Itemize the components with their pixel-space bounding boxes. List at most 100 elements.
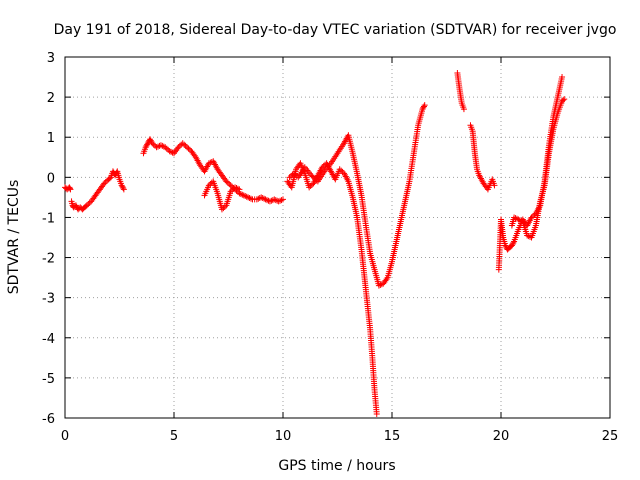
- data-point: [421, 102, 428, 109]
- series-seg2: [68, 168, 127, 213]
- y-tick-label: 3: [47, 51, 55, 66]
- chart-title: Day 191 of 2018, Sidereal Day-to-day VTE…: [54, 22, 617, 38]
- data-point: [245, 194, 252, 201]
- x-tick-label: 25: [602, 429, 619, 444]
- data-point: [528, 214, 535, 221]
- data-point: [142, 144, 149, 151]
- y-axis-label: SDTVAR / TECUs: [6, 180, 22, 295]
- data-point: [149, 140, 156, 147]
- data-point: [236, 186, 243, 193]
- axis-ticks: 0 5 10 15 20 25 -6 -5 -4 -3 -2 -1 0 1 2 3: [42, 51, 618, 444]
- data-point: [275, 198, 282, 205]
- data-point: [118, 182, 125, 189]
- data-point: [205, 160, 212, 167]
- data-point: [182, 142, 189, 149]
- data-point: [237, 191, 244, 198]
- data-point: [155, 143, 162, 150]
- data-point: [162, 144, 169, 151]
- data-point: [307, 183, 314, 190]
- data-point: [338, 167, 345, 174]
- data-point: [175, 144, 182, 151]
- data-point: [102, 179, 109, 186]
- series-seg1: [62, 184, 74, 193]
- data-point: [227, 188, 234, 195]
- data-point: [258, 194, 265, 201]
- data-point: [106, 175, 113, 182]
- data-point: [223, 178, 230, 185]
- data-point: [306, 184, 313, 191]
- data-point: [83, 202, 90, 209]
- data-point: [233, 185, 240, 192]
- series-seg7: [454, 70, 467, 113]
- data-point: [509, 241, 516, 248]
- series-seg6: [286, 102, 428, 289]
- data-point: [515, 216, 522, 223]
- data-point: [240, 192, 247, 199]
- y-tick-label: -2: [42, 252, 55, 267]
- data-point: [243, 193, 250, 200]
- series-seg5: [284, 160, 380, 417]
- data-point: [153, 144, 160, 151]
- data-point: [72, 202, 79, 209]
- data-points: [62, 70, 568, 417]
- data-point: [147, 137, 154, 144]
- data-point: [120, 186, 127, 193]
- x-axis-label: GPS time / hours: [278, 458, 395, 474]
- data-point: [561, 96, 568, 103]
- data-point: [511, 214, 518, 221]
- data-point: [181, 141, 188, 148]
- data-point: [227, 182, 234, 189]
- series-seg4: [201, 178, 243, 213]
- data-point: [234, 185, 241, 192]
- data-point: [420, 103, 427, 110]
- data-point: [320, 162, 327, 169]
- data-point: [166, 148, 173, 155]
- data-point: [207, 181, 214, 188]
- data-point: [271, 196, 278, 203]
- data-point: [373, 410, 380, 417]
- x-tick-label: 15: [384, 429, 401, 444]
- data-point: [525, 233, 532, 240]
- y-tick-label: -1: [42, 211, 55, 226]
- data-point: [253, 196, 260, 203]
- data-point: [232, 184, 239, 191]
- data-point: [491, 182, 498, 189]
- data-point: [559, 74, 566, 81]
- data-point: [280, 196, 286, 203]
- data-point: [524, 232, 531, 239]
- data-point: [375, 282, 382, 289]
- data-point: [560, 97, 567, 104]
- series-seg10: [508, 96, 568, 241]
- data-point: [264, 197, 271, 204]
- data-point: [259, 195, 266, 202]
- data-point: [119, 183, 126, 190]
- data-point: [86, 199, 93, 206]
- data-point: [502, 242, 509, 249]
- data-point: [272, 197, 279, 204]
- data-point: [290, 170, 297, 177]
- data-point: [85, 201, 92, 208]
- data-point: [292, 171, 299, 178]
- data-point: [248, 195, 255, 202]
- y-tick-label: -6: [42, 412, 55, 427]
- data-point: [266, 198, 273, 205]
- series-seg8: [467, 122, 498, 193]
- series-seg3: [140, 136, 286, 205]
- y-tick-label: 0: [47, 171, 55, 186]
- data-point: [460, 106, 467, 113]
- data-point: [242, 193, 249, 200]
- data-point: [516, 217, 523, 224]
- y-tick-label: 2: [47, 91, 55, 106]
- data-point: [120, 185, 127, 192]
- x-tick-label: 0: [61, 429, 69, 444]
- data-point: [144, 141, 151, 148]
- data-point: [286, 174, 293, 181]
- data-point: [512, 215, 519, 222]
- y-tick-label: -3: [42, 292, 55, 307]
- data-point: [226, 181, 233, 188]
- data-point: [239, 191, 246, 198]
- data-point: [229, 187, 236, 194]
- series-seg9: [495, 74, 566, 273]
- data-point: [529, 213, 536, 220]
